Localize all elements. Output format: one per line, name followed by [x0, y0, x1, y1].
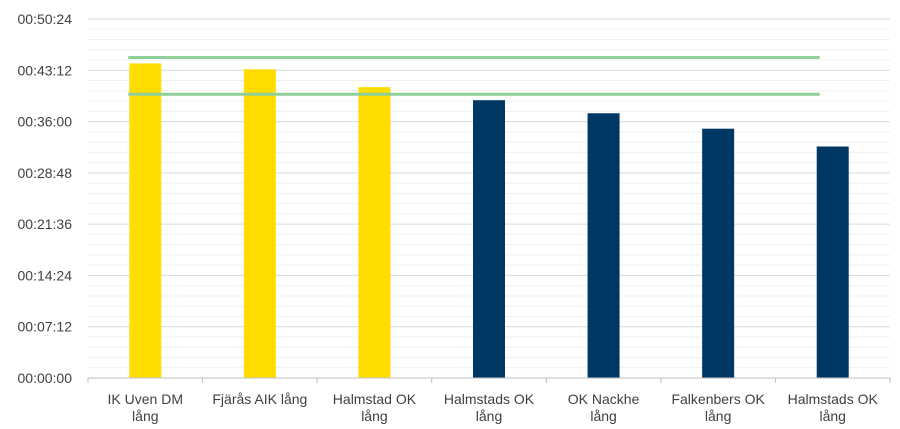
y-tick-label: 00:28:48: [18, 165, 73, 181]
category-label: lång: [590, 408, 616, 424]
y-tick-labels: 00:00:00 00:07:12 00:14:24 00:21:36 00:28:48…: [18, 11, 73, 386]
reference-lines: [128, 55, 820, 96]
bar: [587, 113, 620, 379]
category-label: Halmstads OK: [788, 391, 879, 407]
y-tick-label: 00:07:12: [18, 319, 73, 335]
x-axis-ticks: [87, 378, 891, 383]
category-label: Falkenbers OK: [671, 391, 765, 407]
y-tick-label: 00:43:12: [18, 62, 73, 78]
y-tick-label: 00:14:24: [18, 267, 73, 283]
bar: [702, 128, 735, 378]
y-tick-label: 00:50:24: [18, 11, 73, 27]
bar: [243, 69, 276, 379]
bar: [358, 87, 391, 378]
y-tick-label: 00:36:00: [18, 114, 73, 130]
category-label: lång: [476, 408, 502, 424]
category-label: lång: [819, 408, 845, 424]
bar: [473, 100, 505, 378]
bar: [816, 146, 849, 378]
category-label: Halmstad OK: [333, 391, 417, 407]
y-tick-label: 00:00:00: [18, 370, 73, 386]
bars: [129, 63, 849, 379]
bar: [129, 63, 162, 378]
y-tick-label: 00:21:36: [18, 216, 73, 232]
category-label: lång: [361, 408, 387, 424]
category-label: IK Uven DM: [108, 391, 183, 407]
category-label: Halmstads OK: [444, 391, 535, 407]
category-label: lång: [705, 408, 731, 424]
category-label: Fjärås AIK lång: [212, 391, 307, 407]
category-label: OK Nackhe: [568, 391, 640, 407]
category-label: lång: [132, 408, 158, 424]
